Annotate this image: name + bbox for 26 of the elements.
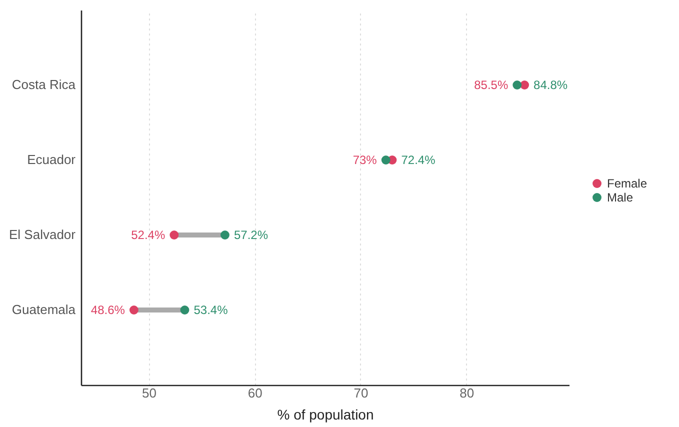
point bbox=[170, 230, 179, 240]
y-tick-label: Guatemala bbox=[12, 302, 76, 317]
x-tick-label: 70 bbox=[354, 386, 368, 400]
point bbox=[220, 230, 230, 240]
data-label: 57.2% bbox=[234, 228, 268, 242]
legend-label: Female bbox=[607, 176, 648, 190]
point bbox=[520, 80, 530, 90]
point bbox=[129, 306, 138, 314]
legend-label: Male bbox=[607, 190, 634, 204]
data-label: 73% bbox=[352, 153, 378, 167]
data-label: 53.4% bbox=[194, 303, 228, 317]
x-tick-label: 80 bbox=[460, 386, 474, 400]
y-tick-label: Ecuador bbox=[27, 152, 76, 167]
y-tick-label: Costa Rica bbox=[12, 77, 76, 92]
data-label: 85.5% bbox=[474, 78, 508, 92]
data-label: 84.8% bbox=[534, 78, 568, 92]
data-label: 52.4% bbox=[131, 228, 166, 242]
data-label: 48.6% bbox=[90, 303, 126, 317]
point bbox=[512, 80, 522, 90]
y-tick-label: El Salvador bbox=[9, 227, 76, 242]
x-axis-title: % of population bbox=[277, 406, 374, 422]
point bbox=[180, 306, 190, 314]
x-tick-label: 60 bbox=[248, 386, 262, 400]
x-tick-label: 50 bbox=[142, 386, 156, 400]
point bbox=[381, 156, 390, 164]
data-label: 72.4% bbox=[401, 153, 436, 167]
